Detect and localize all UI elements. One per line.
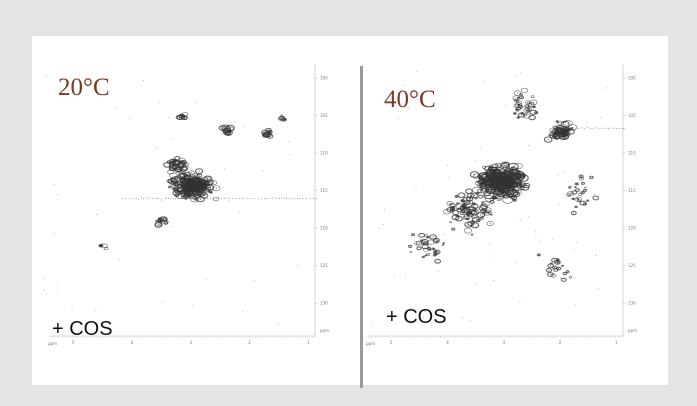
y-tick-label: 125 <box>320 263 328 268</box>
y-axis-unit: ppm <box>320 328 329 333</box>
y-tick-label: 105 <box>320 113 328 118</box>
y-tick-label: 130 <box>628 301 636 306</box>
spectrum-panel-40c: 5 4 3 2 1 ppm 100 105 110 115 120 125 130 ppm 40°C + … <box>360 36 668 385</box>
x-tick-label: 1 <box>307 340 310 345</box>
condition-label-40c: + COS <box>386 306 447 328</box>
y-axis-unit: ppm <box>628 328 637 333</box>
temperature-label-40c: 40°C <box>384 86 436 113</box>
y-tick-label: 100 <box>320 76 328 81</box>
y-tick-label: 120 <box>628 226 636 231</box>
x-tick-label: 4 <box>131 340 134 345</box>
spectrum-panel-20c: 5 4 3 2 1 ppm 100 105 110 115 120 125 130 ppm 20°C + … <box>32 36 360 385</box>
x-tick-label: 5 <box>390 340 393 345</box>
peak-cloud <box>372 70 625 324</box>
y-tick-label: 115 <box>320 188 328 193</box>
x-tick-label: 3 <box>190 340 193 345</box>
condition-label-20c: + COS <box>52 318 113 340</box>
x-tick-label: 2 <box>248 340 251 345</box>
y-tick-label: 125 <box>628 263 636 268</box>
y-tick-label: 115 <box>628 188 636 193</box>
y-tick-label: 110 <box>320 151 328 156</box>
x-axis-unit: ppm <box>48 341 57 346</box>
y-tick-label: 105 <box>628 113 636 118</box>
peak-cloud <box>43 74 317 325</box>
x-tick-label: 4 <box>446 340 449 345</box>
figure-card: 5 4 3 2 1 ppm 100 105 110 115 120 125 130 ppm 20°C + … <box>32 36 668 388</box>
x-tick-label: 5 <box>72 340 75 345</box>
x-axis-unit: ppm <box>366 341 375 346</box>
nmr-spectrum-40c: 5 4 3 2 1 ppm 100 105 110 115 120 125 130 ppm <box>366 64 637 346</box>
x-tick-label: 2 <box>559 340 562 345</box>
y-tick-label: 110 <box>628 151 636 156</box>
y-tick-label: 130 <box>320 301 328 306</box>
x-tick-label: 3 <box>503 340 506 345</box>
panel-divider <box>360 66 363 388</box>
temperature-label-20c: 20°C <box>58 74 110 101</box>
x-tick-label: 1 <box>615 340 618 345</box>
y-tick-label: 120 <box>320 226 328 231</box>
y-tick-label: 100 <box>628 76 636 81</box>
nmr-spectrum-20c: 5 4 3 2 1 ppm 100 105 110 115 120 125 130 ppm <box>43 64 329 346</box>
